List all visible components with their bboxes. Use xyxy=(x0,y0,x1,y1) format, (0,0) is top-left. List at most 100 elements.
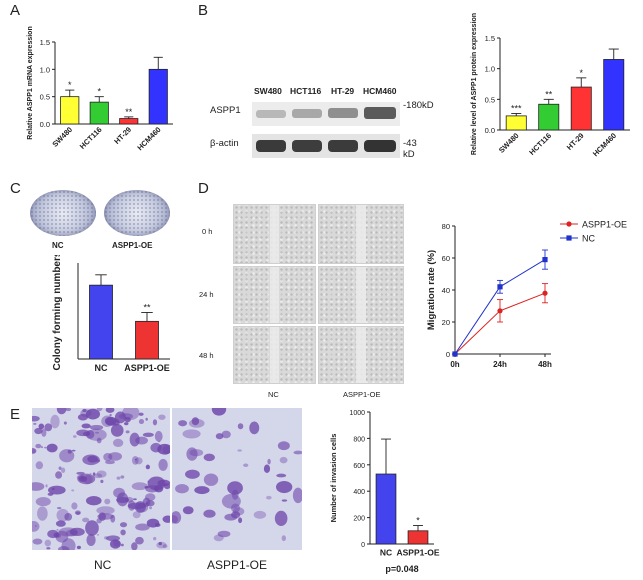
invasion-cell xyxy=(55,520,66,527)
invasion-cell xyxy=(85,496,102,506)
invasion-cell xyxy=(162,544,168,549)
invasion-cell xyxy=(276,473,287,478)
chart-b-significance: ** xyxy=(545,89,553,99)
mig-time-48h: 48 h xyxy=(199,351,214,360)
mig-image-nc-48h xyxy=(233,326,316,384)
invasion-cell xyxy=(103,452,113,462)
invasion-cell xyxy=(106,535,120,542)
invasion-cell xyxy=(48,485,66,495)
invasion-cell xyxy=(56,507,62,509)
invasion-cell xyxy=(237,449,242,452)
blot-bands xyxy=(252,102,400,158)
blot-size-43: -43 kD xyxy=(403,138,417,160)
invasion-cell xyxy=(120,529,126,536)
invasion-cell xyxy=(145,464,151,470)
panel-letter-b: B xyxy=(198,2,209,19)
invasion-cell xyxy=(253,510,267,519)
chart-a-ytick-label: 1.0 xyxy=(40,65,50,74)
mig-group-oe: ASPP1-OE xyxy=(343,390,381,399)
colony-label-oe: ASPP1-OE xyxy=(112,241,153,250)
chart-c-category-label: ASPP1-OE xyxy=(124,363,170,373)
invasion-cell xyxy=(100,479,104,484)
chart-c-ylabel: Colony forming numbers xyxy=(52,255,63,370)
panel-letter-d: D xyxy=(198,180,209,197)
invasion-cell xyxy=(80,475,85,480)
invasion-cell xyxy=(145,417,148,421)
invasion-cell xyxy=(175,484,189,494)
invasion-cell xyxy=(124,422,129,426)
invasion-cell xyxy=(85,520,99,536)
chart-e-category-label: NC xyxy=(380,548,392,558)
chart-d-ytick-label: 40 xyxy=(442,286,450,295)
chart-d-legend-marker-aspp1-oe xyxy=(566,221,572,227)
invasion-cell xyxy=(74,510,81,515)
invasion-cell xyxy=(185,469,200,479)
invasion-cell xyxy=(154,523,161,528)
invasion-cell xyxy=(135,536,144,545)
chart-a-bar-sw480 xyxy=(60,96,80,125)
band-aspp1-ht29 xyxy=(328,108,358,118)
invasion-cell xyxy=(76,474,85,480)
chart-a-mrna: 0.0 0.5 1.0 1.5 Relative ASPP1 mRNA expressi… xyxy=(27,26,173,152)
invasion-cell xyxy=(144,485,149,489)
invasion-cell xyxy=(134,458,137,461)
invasion-cell xyxy=(104,498,111,505)
chart-a-bar-ht-29 xyxy=(119,118,139,125)
chart-a-category-label: SW480 xyxy=(50,125,74,149)
invasion-cell xyxy=(281,535,286,542)
chart-e-category-label: ASPP1-OE xyxy=(397,548,440,558)
invasion-cell xyxy=(154,430,163,442)
invasion-cell xyxy=(232,507,245,516)
invasion-cell xyxy=(131,482,148,491)
invasion-cell xyxy=(281,499,288,502)
invasion-cell xyxy=(55,471,63,479)
mig-time-0h: 0 h xyxy=(202,227,213,236)
invasion-cell xyxy=(138,419,145,425)
invasion-cell xyxy=(40,446,43,449)
chart-a-significance: ** xyxy=(125,107,133,117)
invasion-cell xyxy=(109,413,112,417)
invasion-cell xyxy=(76,545,81,550)
invasion-cell xyxy=(120,475,125,479)
invasion-cell xyxy=(116,476,121,480)
chart-c-category-label: NC xyxy=(95,363,108,373)
blot-lane-ht29: HT-29 xyxy=(331,86,355,96)
invasion-cell xyxy=(43,446,47,449)
band-actin-sw480 xyxy=(256,140,286,152)
band-actin-hct116 xyxy=(292,140,322,152)
blot-lane-sw480: SW480 xyxy=(254,86,282,96)
mig-image-nc-0h xyxy=(233,204,316,264)
invasion-cell xyxy=(96,534,100,536)
chart-d-legend-label-nc: NC xyxy=(582,234,595,244)
invasion-cell xyxy=(86,428,107,441)
invasion-cell xyxy=(82,517,90,523)
invasion-cell xyxy=(125,430,130,434)
invasion-cell xyxy=(203,453,215,462)
invasion-cell xyxy=(211,408,227,416)
invasion-cell xyxy=(35,461,44,470)
invasion-cell xyxy=(142,432,154,437)
invasion-cell xyxy=(249,421,260,435)
invasion-cell xyxy=(237,423,244,430)
invasion-cell xyxy=(112,438,124,448)
chart-c-bar-nc xyxy=(89,284,113,360)
invasion-cell xyxy=(95,431,100,434)
chart-a-significance: * xyxy=(68,80,72,90)
chart-b-ytick-label: 1.5 xyxy=(485,34,495,43)
invasion-cell xyxy=(215,433,224,440)
invasion-cell xyxy=(92,472,96,476)
invasion-cell xyxy=(32,482,45,491)
invasion-cell xyxy=(38,423,45,430)
invasion-cell xyxy=(35,443,42,449)
invasion-cell xyxy=(56,408,67,415)
chart-a-bar-hcm460 xyxy=(148,68,168,125)
chart-e-bar-nc xyxy=(375,473,397,545)
chart-d-ytick-label: 0 xyxy=(446,350,450,359)
chart-b-category-label: HT-29 xyxy=(565,131,586,152)
colony-dish-oe xyxy=(104,190,170,236)
chart-b-significance: *** xyxy=(511,103,522,113)
invasion-cell xyxy=(61,467,66,473)
invasion-cell xyxy=(81,423,91,429)
invasion-cell xyxy=(51,487,55,491)
chart-a-ytick-label: 1.5 xyxy=(40,38,50,47)
